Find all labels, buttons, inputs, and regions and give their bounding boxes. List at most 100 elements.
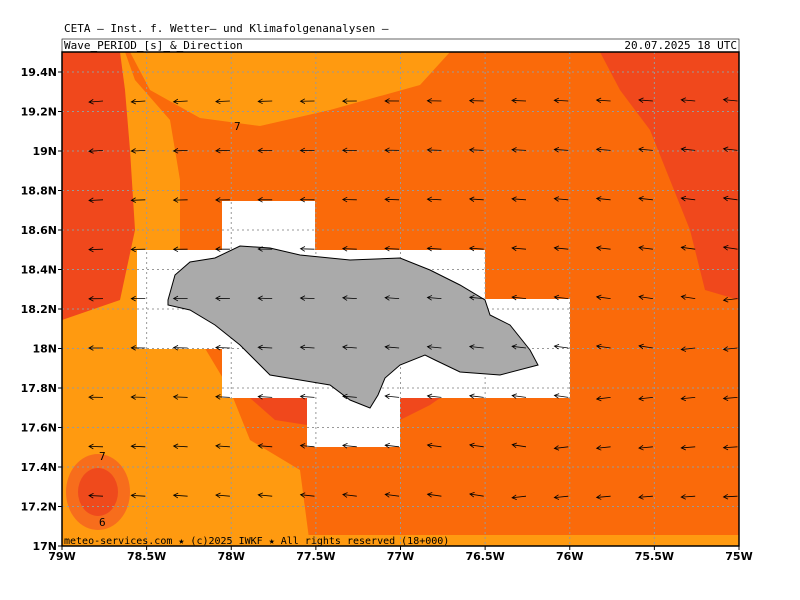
arrow: [342, 344, 357, 351]
contour-label: 6: [99, 516, 106, 529]
arrow: [299, 492, 315, 498]
arrow: [88, 492, 104, 499]
arrow: [511, 245, 527, 252]
arrow: [257, 394, 273, 400]
arrow: [553, 494, 569, 500]
arrow: [638, 196, 653, 202]
wave-arrows: [88, 97, 738, 501]
arrow: [215, 147, 230, 154]
lon-label: 78.5W: [127, 550, 166, 563]
lon-label: 76.5W: [465, 550, 504, 563]
arrow: [384, 393, 400, 400]
arrow: [130, 394, 146, 400]
arrow: [469, 442, 484, 449]
arrow: [638, 294, 653, 300]
arrow: [172, 246, 188, 253]
title: CETA – Inst. f. Wetter– und Klimafolgena…: [64, 22, 389, 35]
field-light: [130, 52, 450, 126]
arrow: [88, 345, 103, 351]
lat-label: 19.4N: [21, 66, 57, 79]
field-dark: [400, 398, 440, 420]
lon-label: 75.5W: [635, 550, 674, 563]
subtitle: Wave_PERIOD_[s]_&_Direction: [64, 39, 243, 52]
arrow: [130, 246, 146, 253]
arrow: [342, 443, 357, 449]
lon-label: 79W: [48, 550, 75, 563]
arrow: [88, 296, 104, 302]
arrow: [553, 196, 569, 202]
arrow: [215, 394, 230, 400]
lat-label: 17N: [32, 540, 57, 553]
arrow: [680, 395, 696, 402]
arrow: [638, 494, 653, 500]
arrow: [511, 442, 527, 449]
arrow: [680, 444, 696, 451]
arrow: [257, 295, 273, 302]
arrow: [680, 294, 696, 300]
arrow: [88, 99, 104, 105]
arrow: [299, 98, 315, 104]
arrow: [595, 494, 611, 500]
arrow: [511, 294, 527, 301]
arrow: [130, 345, 146, 351]
lon-label: 75W: [725, 550, 752, 563]
lat-label: 17.8N: [21, 382, 57, 395]
arrow: [172, 394, 188, 400]
arrow: [384, 196, 400, 203]
field: [62, 52, 739, 546]
arrow: [638, 343, 653, 350]
arrow: [384, 98, 400, 104]
arrow: [342, 492, 357, 498]
arrow: [595, 97, 611, 104]
lon-label: 77W: [387, 550, 414, 563]
arrow: [172, 98, 188, 105]
lat-label: 17.4N: [21, 461, 57, 474]
field-dark: [250, 398, 307, 425]
arrow: [722, 146, 738, 152]
arrow: [426, 196, 442, 203]
contour-label: 7: [234, 120, 241, 133]
arrow: [215, 295, 230, 302]
arrow: [341, 98, 357, 104]
arrow: [722, 195, 738, 202]
arrow: [299, 147, 315, 154]
arrow: [638, 395, 653, 402]
arrow: [215, 492, 230, 499]
arrow: [511, 147, 527, 153]
arrow: [172, 345, 188, 351]
arrow: [426, 245, 442, 252]
arrow: [299, 196, 315, 203]
arrow: [299, 344, 315, 351]
field-dark: [600, 52, 739, 300]
lat-label: 18N: [32, 343, 57, 356]
arrow: [384, 295, 400, 301]
arrow: [468, 245, 484, 252]
arrow: [172, 197, 188, 203]
arrow: [88, 197, 104, 204]
arrow: [342, 393, 357, 400]
arrow: [426, 442, 442, 449]
arrow: [553, 445, 569, 451]
arrow: [426, 492, 442, 498]
arrow: [468, 97, 484, 104]
arrow: [722, 346, 738, 352]
arrow: [722, 493, 738, 500]
arrow: [595, 245, 611, 251]
arrow: [426, 98, 442, 104]
arrow: [384, 147, 400, 153]
arrow: [468, 294, 484, 301]
field-dark: [62, 52, 135, 320]
arrow: [172, 295, 188, 302]
arrow: [172, 148, 188, 154]
arrow: [88, 246, 104, 253]
arrow: [88, 394, 104, 400]
arrow: [722, 297, 738, 303]
arrow: [638, 97, 653, 103]
arrow: [595, 395, 611, 402]
lat-label: 19.2N: [21, 106, 57, 119]
arrow: [595, 146, 611, 153]
lat-label: 17.2N: [21, 501, 57, 514]
arrow: [595, 196, 611, 202]
arrow: [215, 246, 230, 252]
arrow: [384, 492, 400, 498]
